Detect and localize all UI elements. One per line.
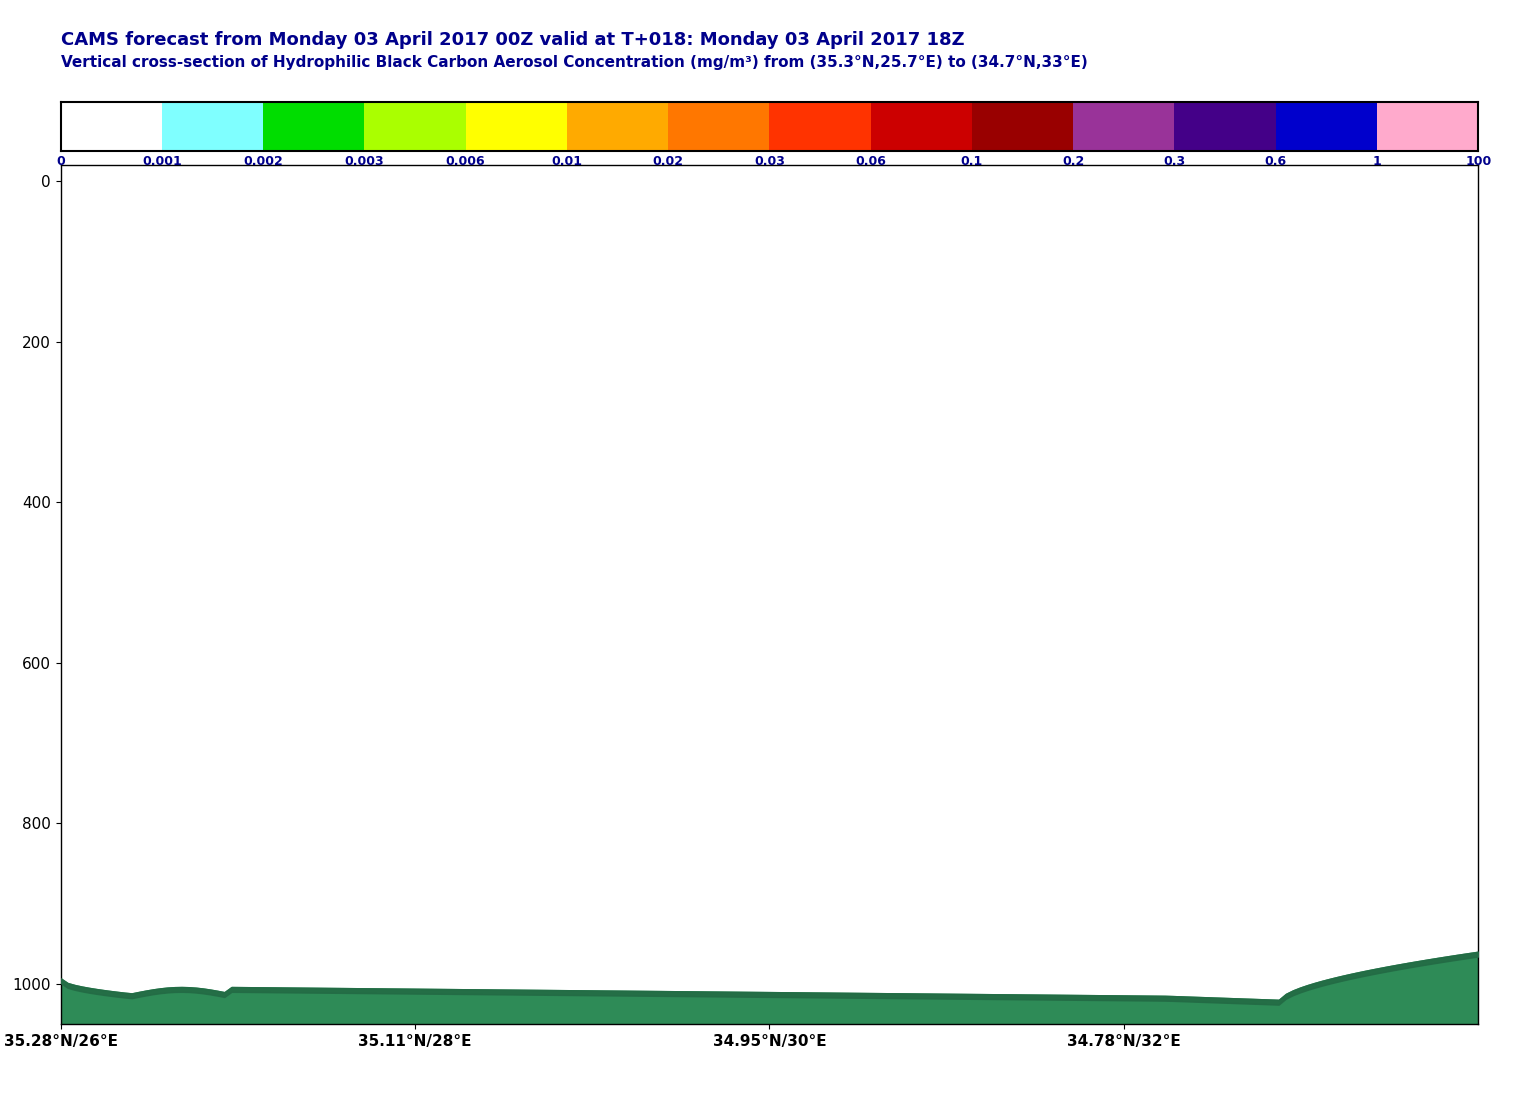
Bar <box>971 102 1073 151</box>
Text: 0.001: 0.001 <box>142 155 182 168</box>
Bar <box>61 102 162 151</box>
Bar <box>769 102 870 151</box>
Bar <box>567 102 669 151</box>
Text: 0.1: 0.1 <box>961 155 983 168</box>
Text: 0.6: 0.6 <box>1265 155 1286 168</box>
Text: CAMS forecast from Monday 03 April 2017 00Z valid at T+018: Monday 03 April 2017: CAMS forecast from Monday 03 April 2017 … <box>61 31 964 48</box>
Text: 1: 1 <box>1372 155 1381 168</box>
Bar <box>1073 102 1174 151</box>
Bar <box>1377 102 1478 151</box>
Bar <box>1174 102 1275 151</box>
Bar <box>263 102 365 151</box>
Text: 0.02: 0.02 <box>652 155 684 168</box>
Text: 0.3: 0.3 <box>1163 155 1186 168</box>
Text: 0.002: 0.002 <box>244 155 283 168</box>
Text: 0.2: 0.2 <box>1062 155 1085 168</box>
Text: 0.003: 0.003 <box>345 155 384 168</box>
Bar <box>162 102 263 151</box>
Text: Vertical cross-section of Hydrophilic Black Carbon Aerosol Concentration (mg/m³): Vertical cross-section of Hydrophilic Bl… <box>61 55 1088 70</box>
Text: 0: 0 <box>56 155 65 168</box>
Bar <box>466 102 567 151</box>
Text: 0.006: 0.006 <box>446 155 486 168</box>
Bar <box>1275 102 1377 151</box>
Text: 0.01: 0.01 <box>551 155 583 168</box>
Text: 0.06: 0.06 <box>855 155 887 168</box>
Bar <box>669 102 769 151</box>
Text: 0.03: 0.03 <box>753 155 785 168</box>
Bar <box>870 102 971 151</box>
Text: 100: 100 <box>1465 155 1492 168</box>
Bar <box>365 102 466 151</box>
